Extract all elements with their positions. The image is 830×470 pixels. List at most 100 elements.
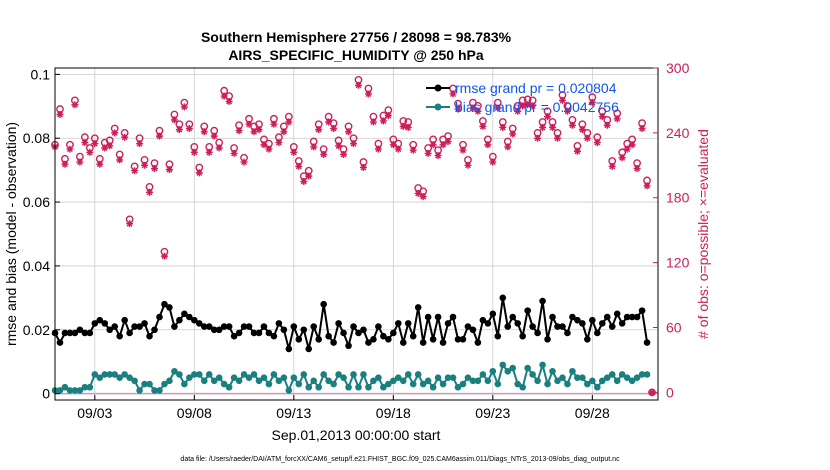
rmse-point [300,326,308,334]
obs-evaluated-marker [633,165,641,173]
obs-evaluated-marker [121,133,129,141]
bias-point [509,364,517,372]
rmse-point [554,323,561,330]
obs-evaluated-marker [469,104,477,112]
bias-point [494,380,502,388]
bias-point [61,383,69,391]
bias-point [335,371,342,378]
obs-evaluated-marker [643,182,651,190]
obs-evaluated-marker [578,126,586,134]
rmse-point [136,323,143,330]
rmse-point [559,323,566,330]
obs-evaluated-marker [573,147,581,155]
bias-point [111,371,119,378]
rmse-point [290,323,298,330]
bias-point [136,387,143,394]
y-tick-label-right: 180 [666,190,690,206]
rmse-point [265,329,273,337]
obs-evaluated-marker [165,166,173,174]
rmse-point [285,345,293,353]
bias-point [385,380,392,388]
bias-point [191,371,198,378]
bias-point [355,383,362,391]
rmse-point [574,316,581,324]
bias-point [350,371,357,378]
obs-evaluated-marker [524,101,532,109]
rmse-point [101,320,109,327]
rmse-point [340,329,347,337]
rmse-point [544,336,551,343]
bias-point [96,374,104,381]
bias-point [240,371,248,378]
bias-point [295,380,303,388]
rmse-point [275,320,283,327]
obs-evaluated-marker [240,158,248,166]
obs-evaluated-marker [265,145,273,153]
bias-point [325,377,332,385]
obs-evaluated-marker [409,146,417,154]
rmse-point [141,320,148,327]
rmse-point [106,326,114,334]
obs-evaluated-marker [558,96,566,104]
rmse-point [181,310,188,318]
obs-evaluated-marker [509,130,517,138]
legend-rmse-marker [434,84,442,92]
rmse-point [220,323,228,330]
bias-point [489,367,497,375]
y-tick-label-right: 60 [666,319,682,335]
rmse-point [116,332,123,340]
obs-evaluated-marker [205,148,213,156]
bias-point [86,383,94,391]
rmse-point [335,320,342,327]
bias-point [305,383,313,391]
rmse-point [86,329,94,337]
bias-point [121,371,128,378]
bias-point [131,377,138,385]
rmse-point [409,332,417,340]
rmse-point [345,342,352,350]
rmse-point [56,339,64,346]
obs-evaluated-marker [454,105,462,113]
bias-point [409,380,417,388]
rmse-point [613,310,621,318]
obs-evaluated-marker [374,145,382,153]
x-axis-label: Sep.01,2013 00:00:00 start [272,427,441,443]
bias-point [439,380,447,388]
bias-point [370,377,377,385]
obs-evaluated-marker [424,149,432,157]
rmse-point [240,323,248,330]
y-tick-label-right: 120 [666,255,690,271]
bias-point [474,377,482,385]
obs-evaluated-marker [345,128,353,136]
rmse-point [484,320,492,327]
x-tick-label: 09/23 [475,405,510,421]
bias-point [161,380,168,388]
bias-point [151,387,158,394]
legend-bias-label: bias grand pr = 0.0042756 [455,99,619,115]
rmse-point [126,329,133,337]
bias-point [449,374,457,381]
bias-point [484,377,492,385]
bias-point [444,374,452,381]
obs-evaluated-marker [275,139,283,147]
rmse-point [315,336,322,343]
bias-point [345,383,352,391]
rmse-point [633,313,641,321]
rmse-point [131,323,138,330]
data-file-footer: data file: /Users/raeder/DAI/ATM_forcXX/… [180,456,620,463]
obs-evaluated-marker [71,101,79,109]
bias-point [176,371,183,378]
rmse-point [250,329,258,337]
bias-point [519,383,526,391]
rmse-point [166,304,173,311]
obs-evaluated-marker [354,81,362,89]
bias-point [300,371,308,378]
bias-point [390,377,397,385]
bias-point [205,371,213,378]
obs-evaluated-marker [195,169,203,177]
rmse-point [350,323,357,330]
bias-point [290,374,298,381]
obs-evaluated-marker [290,148,298,156]
rmse-point [394,320,402,327]
obs-evaluated-marker [91,140,99,148]
